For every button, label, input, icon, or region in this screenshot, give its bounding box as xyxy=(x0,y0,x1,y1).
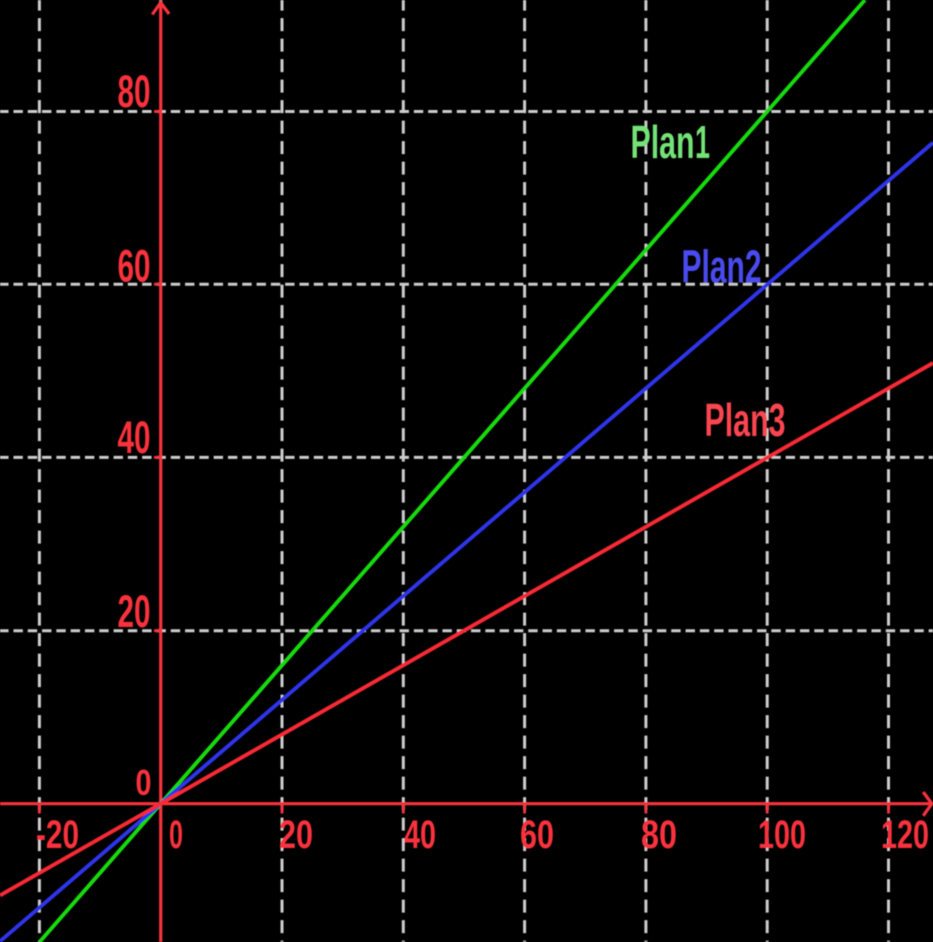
svg-text:20: 20 xyxy=(118,586,151,637)
svg-text:100: 100 xyxy=(758,813,806,857)
svg-text:20: 20 xyxy=(279,813,313,857)
svg-text:0: 0 xyxy=(169,813,183,857)
svg-text:0: 0 xyxy=(136,762,152,803)
svg-text:80: 80 xyxy=(641,813,677,857)
svg-text:80: 80 xyxy=(118,66,151,117)
svg-text:40: 40 xyxy=(118,412,151,463)
svg-text:Plan: Plan xyxy=(631,116,695,168)
svg-text:120: 120 xyxy=(881,813,929,857)
svg-text:60: 60 xyxy=(520,813,554,857)
svg-text:-20: -20 xyxy=(36,813,79,857)
svg-text:60: 60 xyxy=(118,240,151,291)
svg-text:Plan3: Plan3 xyxy=(705,394,786,446)
svg-text:Plan2: Plan2 xyxy=(682,241,762,293)
svg-text:40: 40 xyxy=(404,813,436,857)
svg-text:1: 1 xyxy=(695,116,710,168)
